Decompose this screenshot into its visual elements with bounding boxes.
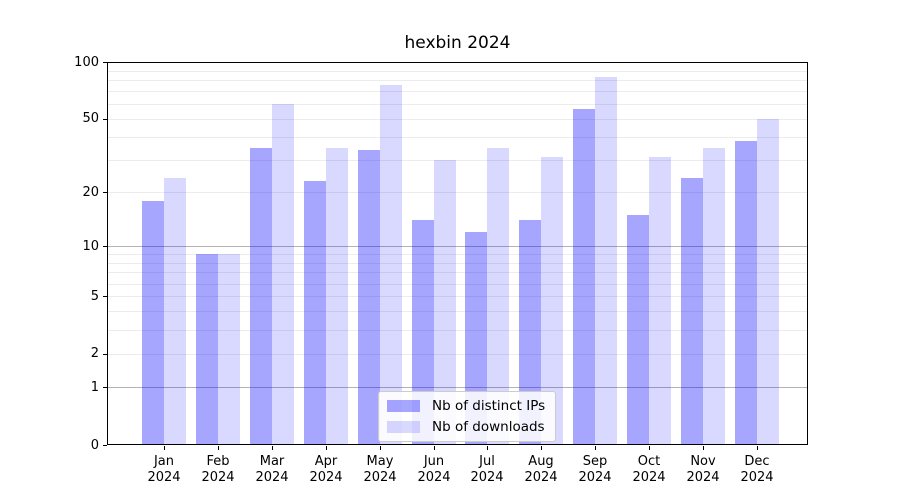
gridline-minor <box>107 119 808 120</box>
gridline-minor <box>107 254 808 255</box>
x-tick-label: May 2024 <box>363 454 397 485</box>
y-tick-mark <box>103 119 107 120</box>
x-tick-label: Jul 2024 <box>470 454 504 485</box>
x-tick-mark <box>434 446 435 450</box>
gridline-minor <box>107 284 808 285</box>
x-tick-label: Jun 2024 <box>417 454 451 485</box>
x-tick-label: Feb 2024 <box>201 454 235 485</box>
bar-downloads <box>487 147 510 445</box>
x-tick-label: Mar 2024 <box>255 454 289 485</box>
x-tick-mark <box>541 446 542 450</box>
x-tick-label: Dec 2024 <box>740 454 774 485</box>
legend-label-distinct-ips: Nb of distinct IPs <box>432 398 546 414</box>
gridline-minor <box>107 311 808 312</box>
bar-distinct-ips <box>573 109 596 445</box>
legend-swatch-distinct-ips <box>387 400 420 412</box>
x-tick-label: Jan 2024 <box>147 454 181 485</box>
bar-downloads <box>325 147 348 445</box>
gridline-minor <box>107 354 808 355</box>
legend-swatch-downloads <box>387 421 420 433</box>
x-tick-mark <box>380 446 381 450</box>
x-tick-mark <box>487 446 488 450</box>
bar-distinct-ips <box>519 220 542 445</box>
gridline-minor <box>107 160 808 161</box>
bar-downloads <box>433 160 456 445</box>
x-tick-mark <box>164 446 165 450</box>
legend-row: Nb of downloads <box>387 419 545 435</box>
y-tick-mark <box>103 445 107 446</box>
x-tick-label: Oct 2024 <box>632 454 666 485</box>
chart-title: hexbin 2024 <box>404 33 511 53</box>
bar-downloads <box>379 84 402 445</box>
y-tick-mark <box>103 296 107 297</box>
x-tick-mark <box>649 446 650 450</box>
gridline-minor <box>107 330 808 331</box>
bar-downloads <box>541 157 564 445</box>
y-tick-label: 2 <box>90 346 99 361</box>
bar-distinct-ips <box>734 140 757 445</box>
x-tick-mark <box>272 446 273 450</box>
y-tick-mark <box>103 62 107 63</box>
y-tick-mark <box>103 192 107 193</box>
y-tick-label: 100 <box>74 55 99 70</box>
gridline-major <box>107 62 808 63</box>
gridline-minor <box>107 71 808 72</box>
bar-downloads <box>164 177 186 445</box>
y-tick-label: 0 <box>90 438 99 453</box>
legend-label-downloads: Nb of downloads <box>432 419 545 435</box>
x-tick-mark <box>703 446 704 450</box>
x-tick-label: Apr 2024 <box>309 454 343 485</box>
bar-downloads <box>703 147 725 445</box>
y-tick-label: 50 <box>82 111 99 126</box>
gridline-major <box>107 246 808 247</box>
bar-downloads <box>595 77 618 445</box>
bar-distinct-ips <box>357 149 380 445</box>
gridline-minor <box>107 272 808 273</box>
x-tick-mark <box>218 446 219 450</box>
y-tick-mark <box>103 354 107 355</box>
bar-distinct-ips <box>303 181 326 445</box>
bar-distinct-ips <box>627 214 650 445</box>
y-tick-mark <box>103 246 107 247</box>
bar-downloads <box>649 157 672 445</box>
gridline-minor <box>107 296 808 297</box>
y-tick-label: 1 <box>90 380 99 395</box>
y-tick-label: 20 <box>82 185 99 200</box>
gridline-minor <box>107 91 808 92</box>
bar-distinct-ips <box>195 253 218 445</box>
bar-distinct-ips <box>411 220 434 445</box>
x-tick-label: Aug 2024 <box>524 454 558 485</box>
y-tick-label: 10 <box>82 239 99 254</box>
gridline-major <box>107 387 808 388</box>
gridline-minor <box>107 192 808 193</box>
bar-downloads <box>217 253 240 445</box>
x-tick-mark <box>326 446 327 450</box>
y-tick-label: 5 <box>90 289 99 304</box>
gridline-minor <box>107 104 808 105</box>
gridline-minor <box>107 80 808 81</box>
bar-downloads <box>271 103 294 445</box>
legend-row: Nb of distinct IPs <box>387 398 545 414</box>
bar-distinct-ips <box>249 147 272 445</box>
y-tick-mark <box>103 387 107 388</box>
bar-distinct-ips <box>142 200 164 445</box>
bar-downloads <box>756 118 779 445</box>
gridline-minor <box>107 263 808 264</box>
x-tick-mark <box>595 446 596 450</box>
x-tick-mark <box>757 446 758 450</box>
x-tick-label: Nov 2024 <box>686 454 720 485</box>
bar-distinct-ips <box>681 177 703 445</box>
x-tick-label: Sep 2024 <box>578 454 612 485</box>
legend: Nb of distinct IPs Nb of downloads <box>378 391 557 442</box>
gridline-minor <box>107 137 808 138</box>
